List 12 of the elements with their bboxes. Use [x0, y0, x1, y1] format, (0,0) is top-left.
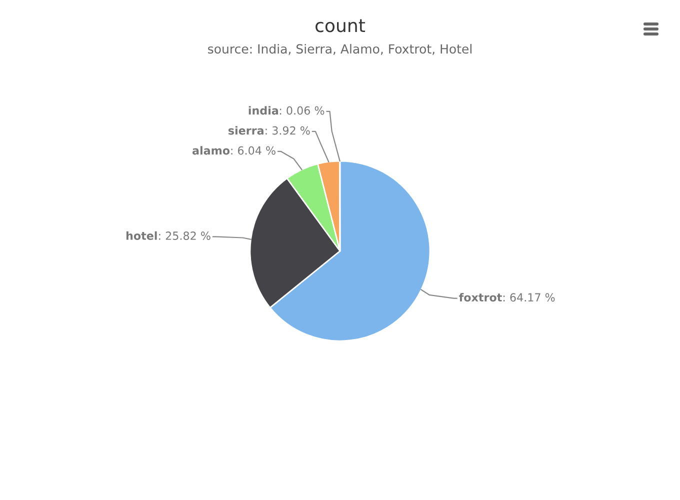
chart-title: count — [316, 19, 366, 32]
data-label: : 6.04 % — [231, 146, 276, 155]
slice-label: india — [248, 106, 278, 115]
data-label: : 0.06 % — [280, 106, 324, 115]
slice-label: foxtrot — [459, 292, 502, 302]
chart-subtitle: source: India, Sierra, Alamo, Foxtrot, Hotel — [208, 44, 472, 55]
slice-label: alamo — [192, 146, 230, 155]
data-label: : 64.17 % — [503, 293, 555, 302]
slice-label: hotel — [126, 231, 157, 240]
data-label: : 25.82 % — [159, 232, 210, 240]
slice-label: sierra — [228, 126, 264, 135]
data-label: : 3.92 % — [266, 126, 310, 135]
